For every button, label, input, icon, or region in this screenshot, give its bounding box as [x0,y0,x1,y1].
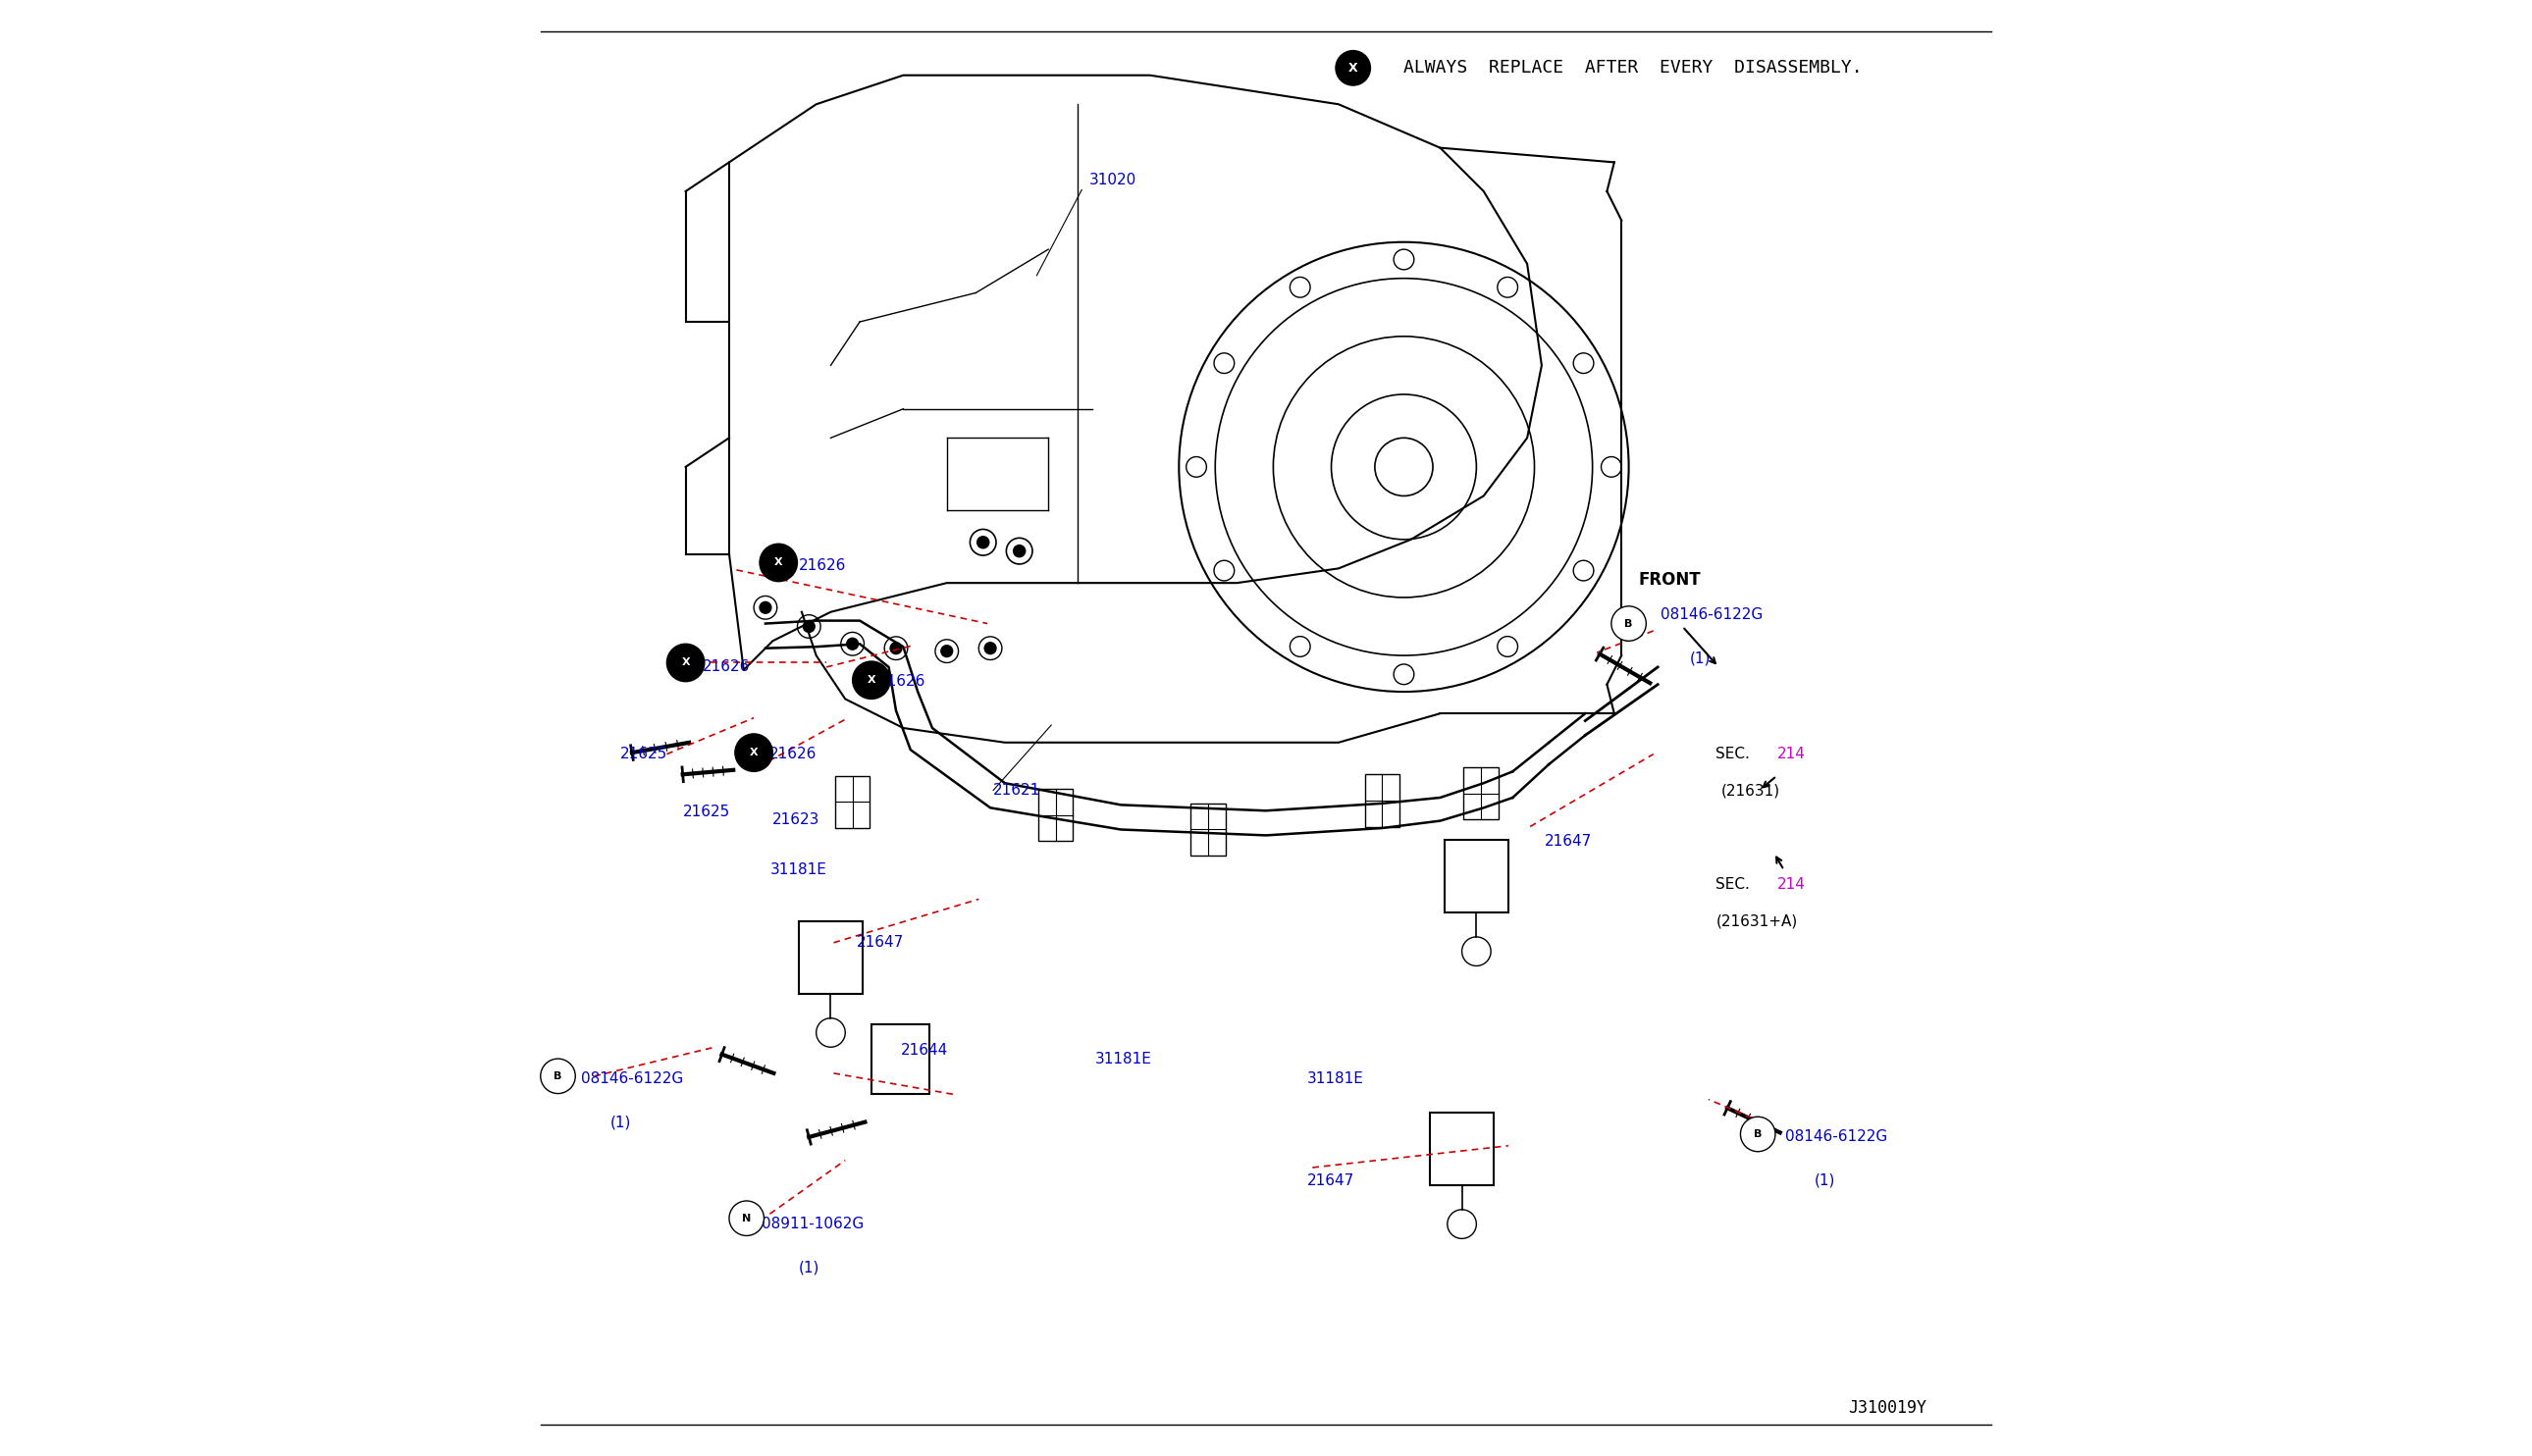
Circle shape [1013,545,1025,556]
Text: SEC.: SEC. [1717,878,1755,893]
Text: SEC.: SEC. [1717,747,1755,761]
Text: 31181E: 31181E [1307,1072,1362,1086]
Text: J310019Y: J310019Y [1848,1399,1927,1417]
Text: 21626: 21626 [798,558,846,572]
Circle shape [1337,51,1370,86]
Text: (1): (1) [1689,651,1712,665]
Text: 08911-1062G: 08911-1062G [762,1217,863,1232]
Circle shape [666,644,704,681]
Circle shape [803,620,815,632]
Text: 08146-6122G: 08146-6122G [582,1072,684,1086]
Text: 214: 214 [1777,878,1805,893]
Text: 21626: 21626 [770,747,818,761]
Text: 08146-6122G: 08146-6122G [1661,607,1762,622]
Text: (21631+A): (21631+A) [1717,913,1798,929]
Text: ALWAYS  REPLACE  AFTER  EVERY  DISASSEMBLY.: ALWAYS REPLACE AFTER EVERY DISASSEMBLY. [1403,60,1864,77]
Circle shape [846,638,858,649]
FancyBboxPatch shape [836,776,871,828]
Text: 08146-6122G: 08146-6122G [1785,1130,1889,1144]
Circle shape [942,645,952,657]
FancyBboxPatch shape [1463,767,1499,820]
Text: (1): (1) [798,1261,820,1275]
Text: X: X [681,658,689,668]
Text: 21644: 21644 [901,1042,947,1057]
Text: 31020: 31020 [1089,172,1137,186]
Circle shape [891,642,901,654]
Text: X: X [775,558,782,568]
Text: N: N [742,1213,752,1223]
FancyBboxPatch shape [1038,789,1074,842]
Text: B: B [1755,1130,1762,1139]
Circle shape [853,661,891,699]
Text: 21647: 21647 [856,935,904,949]
Circle shape [729,1201,765,1236]
Text: (1): (1) [610,1115,630,1130]
Circle shape [977,536,990,547]
Text: 21626: 21626 [704,660,749,674]
FancyBboxPatch shape [1365,775,1400,827]
FancyBboxPatch shape [1431,1112,1494,1185]
Circle shape [760,601,772,613]
Text: 21626: 21626 [879,674,927,689]
Text: 31181E: 31181E [1094,1051,1152,1066]
Text: 21625: 21625 [620,747,668,761]
Text: (1): (1) [1815,1174,1836,1188]
Text: 21621: 21621 [993,783,1041,798]
Circle shape [539,1059,575,1093]
FancyBboxPatch shape [871,1024,929,1093]
FancyBboxPatch shape [798,922,863,993]
Circle shape [1739,1117,1775,1152]
Circle shape [760,543,798,581]
Text: B: B [555,1072,562,1080]
Text: X: X [866,676,876,684]
Text: (21631): (21631) [1722,783,1780,798]
Circle shape [985,642,995,654]
Text: X: X [1350,61,1357,74]
Circle shape [734,734,772,772]
Text: 21647: 21647 [1545,834,1593,849]
Text: 21623: 21623 [772,812,820,827]
Text: 31181E: 31181E [770,863,825,878]
Circle shape [1610,606,1646,641]
Text: X: X [749,748,757,757]
Text: FRONT: FRONT [1638,571,1702,588]
FancyBboxPatch shape [1190,804,1225,856]
Text: 21647: 21647 [1307,1174,1355,1188]
FancyBboxPatch shape [1443,840,1509,913]
Text: 21625: 21625 [684,805,729,820]
Text: 214: 214 [1777,747,1805,761]
Text: B: B [1626,619,1633,629]
